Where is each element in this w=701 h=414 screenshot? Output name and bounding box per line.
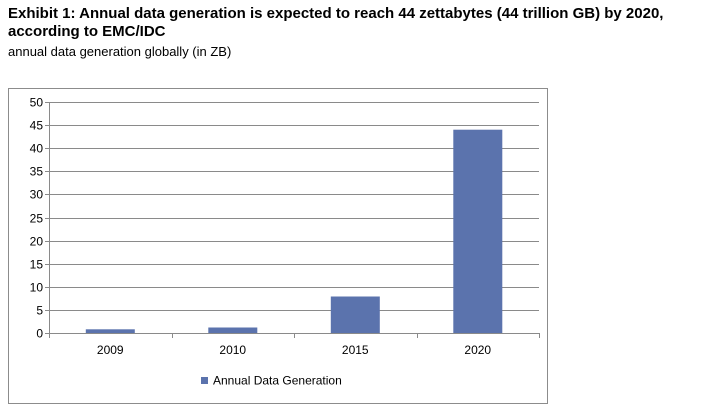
y-tick-label-0: 0 <box>36 327 43 341</box>
axes <box>45 102 540 338</box>
y-tick-label-10: 10 <box>30 281 44 295</box>
y-tick-label-40: 40 <box>30 142 44 156</box>
y-tick-label-20: 20 <box>30 235 44 249</box>
bar-2015 <box>330 296 380 333</box>
bar-chart: 0 5 10 15 20 25 30 35 40 45 50 2009 2010 2015 2020 An… <box>30 96 540 388</box>
y-tick-label-35: 35 <box>30 165 44 179</box>
exhibit-subtitle: annual data generation globally (in ZB) <box>8 44 232 59</box>
x-tick-label-2020: 2020 <box>464 343 491 357</box>
x-tick-label-2015: 2015 <box>342 343 369 357</box>
x-tick-label-2009: 2009 <box>97 343 124 357</box>
legend: Annual Data Generation <box>201 374 342 388</box>
gridlines <box>49 102 539 311</box>
y-tick-label-15: 15 <box>30 258 44 272</box>
x-tick-label-2010: 2010 <box>219 343 246 357</box>
bars <box>85 129 503 333</box>
bar-2020 <box>453 129 503 333</box>
y-axis-tick-labels: 0 5 10 15 20 25 30 35 40 45 50 <box>30 96 44 341</box>
bar-2010 <box>208 327 258 333</box>
bar-2009 <box>85 329 135 333</box>
x-axis-tick-labels: 2009 2010 2015 2020 <box>97 343 492 357</box>
legend-swatch <box>201 377 208 384</box>
y-tick-label-45: 45 <box>30 119 44 133</box>
chart-frame: 0 5 10 15 20 25 30 35 40 45 50 2009 2010 2015 2020 An… <box>8 88 548 404</box>
y-tick-label-25: 25 <box>30 212 44 226</box>
y-tick-label-30: 30 <box>30 188 44 202</box>
exhibit-title: Exhibit 1: Annual data generation is exp… <box>8 5 664 40</box>
legend-label-annual-data-generation: Annual Data Generation <box>213 374 342 388</box>
y-tick-label-50: 50 <box>30 96 44 110</box>
y-tick-label-5: 5 <box>36 304 43 318</box>
